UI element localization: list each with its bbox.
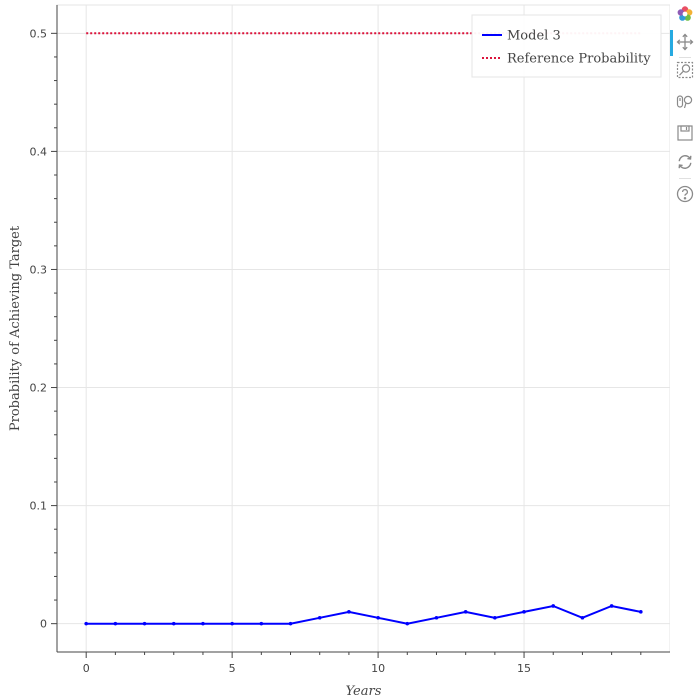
bokeh-logo-icon[interactable] xyxy=(676,5,694,23)
data-point xyxy=(609,604,614,608)
data-point xyxy=(171,621,176,626)
plot-frame xyxy=(56,4,670,653)
save-icon[interactable] xyxy=(676,124,694,142)
legend-box xyxy=(471,14,662,78)
legend[interactable]: Model 3 Reference Probability xyxy=(471,14,662,78)
data-point xyxy=(463,610,468,614)
toolbar-separator xyxy=(679,57,691,58)
toolbar-separator xyxy=(679,178,691,179)
box-zoom-icon[interactable] xyxy=(676,61,694,79)
y-tick-label: 0 xyxy=(40,618,47,631)
y-tick-label: 0.1 xyxy=(30,500,48,513)
data-point xyxy=(201,621,205,626)
x-axis-title: Years xyxy=(346,684,382,699)
data-point xyxy=(230,621,234,626)
legend-label: Model 3 xyxy=(507,29,561,44)
pan-icon[interactable] xyxy=(676,33,694,51)
y-tick-label: 0.3 xyxy=(30,263,48,276)
data-point xyxy=(142,621,147,626)
chart-canvas[interactable]: 0 0.1 0.2 0.3 0.4 0.5 0 5 10 15 Years Probabilit… xyxy=(0,0,670,700)
data-point xyxy=(288,621,293,626)
data-point xyxy=(113,621,118,626)
y-tick-label: 0.4 xyxy=(30,145,48,158)
data-point xyxy=(84,621,88,626)
data-point xyxy=(493,615,497,620)
data-point xyxy=(551,604,556,608)
series-layer xyxy=(84,32,643,626)
plot-toolbar xyxy=(670,0,700,210)
reset-icon[interactable] xyxy=(676,153,694,171)
y-axis-title: Probability of Achieving Target xyxy=(8,225,23,431)
help-icon[interactable] xyxy=(676,185,694,203)
data-point xyxy=(317,615,322,620)
data-point xyxy=(376,615,380,620)
x-tick-label: 0 xyxy=(83,662,90,675)
x-tick-label: 10 xyxy=(371,662,385,675)
data-point xyxy=(639,610,643,614)
wheel-zoom-icon[interactable] xyxy=(676,93,694,111)
active-tool-indicator xyxy=(670,30,673,56)
x-tick-label: 15 xyxy=(517,662,531,675)
x-tick-label: 5 xyxy=(229,662,236,675)
data-point xyxy=(259,621,264,626)
data-point xyxy=(347,610,351,614)
data-point xyxy=(522,610,526,614)
x-axis: 0 5 10 15 xyxy=(57,651,670,675)
data-point xyxy=(580,615,585,620)
series-line-0 xyxy=(86,604,641,625)
data-point xyxy=(434,615,439,620)
data-point xyxy=(405,621,410,626)
grid-lines xyxy=(57,5,670,652)
y-axis: 0 0.1 0.2 0.3 0.4 0.5 xyxy=(30,5,58,652)
legend-label: Reference Probability xyxy=(507,52,651,67)
y-tick-label: 0.2 xyxy=(30,382,48,395)
y-tick-label: 0.5 xyxy=(30,27,48,40)
